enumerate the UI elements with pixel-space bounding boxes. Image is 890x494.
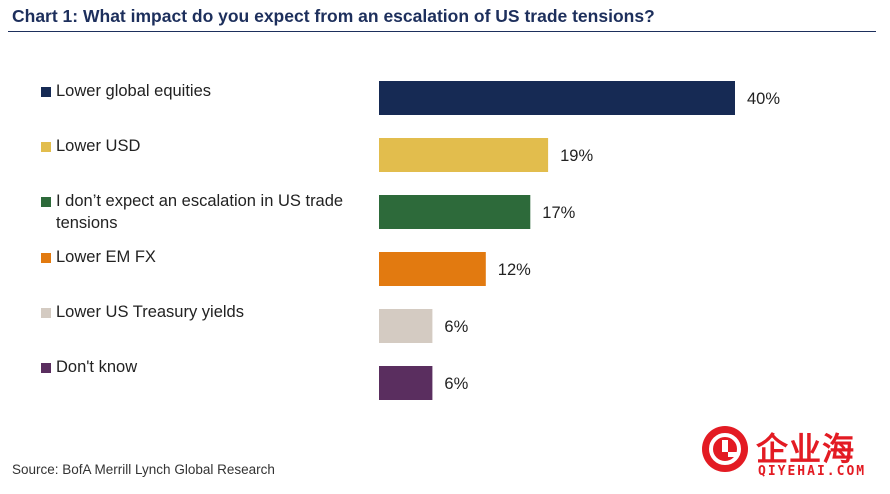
legend-swatch-1 [41,142,51,152]
category-label-5: Don't know [56,358,138,376]
bar-1 [379,138,549,172]
bar-0 [379,81,735,115]
bar-4 [379,309,433,343]
qiyehai-logo-icon [702,426,748,472]
legend-swatch-4 [41,308,51,318]
bar-value-label-3: 12% [498,261,531,279]
bar-value-label-2: 17% [542,204,575,222]
category-label-0: Lower global equities [56,82,212,100]
watermark-brand: 企业海 [756,430,856,468]
bar-value-label-0: 40% [747,90,780,108]
bar-2 [379,195,531,229]
watermark: 企业海 QIYEHAI.COM [702,424,880,486]
bar-3 [379,252,486,286]
source-note: Source: BofA Merrill Lynch Global Resear… [12,462,275,477]
category-label-3: Lower EM FX [56,248,156,266]
bar-value-label-5: 6% [444,375,468,393]
legend-swatch-2 [41,197,51,207]
legend-swatch-0 [41,87,51,97]
bar-value-label-1: 19% [560,147,593,165]
bar-value-label-4: 6% [444,318,468,336]
watermark-domain: QIYEHAI.COM [758,464,867,479]
category-label-1: Lower USD [56,137,141,155]
bar-5 [379,366,433,400]
legend-swatch-5 [41,363,51,373]
title-divider [8,31,876,32]
category-label-2: I don’t expect an escalation in US trade… [56,192,344,232]
legend-swatch-3 [41,253,51,263]
category-label-4: Lower US Treasury yields [56,303,244,321]
chart-title: Chart 1: What impact do you expect from … [12,6,655,26]
